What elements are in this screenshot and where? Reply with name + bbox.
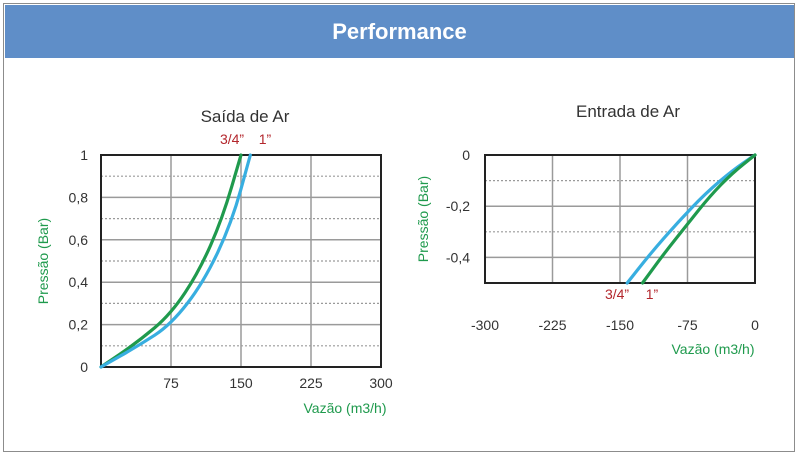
chart1-y-tick-label: 0 xyxy=(80,359,88,375)
chart1-x-tick-label: 75 xyxy=(163,375,179,391)
chart2-x-axis-label: Vazão (m3/h) xyxy=(672,341,755,357)
chart1-x-tick-label: 300 xyxy=(369,375,393,391)
chart1-y-tick-label: 0,6 xyxy=(69,232,89,248)
chart1-series-label: 1” xyxy=(259,131,272,147)
chart1-x-tick-label: 150 xyxy=(229,375,253,391)
chart1-y-tick-label: 0,8 xyxy=(69,189,89,205)
chart2-series-line xyxy=(640,153,757,285)
chart1-y-tick-label: 1 xyxy=(80,147,88,163)
chart1-x-axis-label: Vazão (m3/h) xyxy=(304,400,387,416)
chart2-x-tick-label: -75 xyxy=(677,317,697,333)
panel-frame xyxy=(3,3,795,452)
chart2-y-tick-label: -0,2 xyxy=(446,198,470,214)
chart2-x-tick-label: -150 xyxy=(606,317,634,333)
chart1-x-tick-label: 225 xyxy=(299,375,323,391)
chart2-y-tick-label: 0 xyxy=(462,147,470,163)
chart2-y-tick-label: -0,4 xyxy=(446,249,470,265)
chart1-y-axis-label: Pressão (Bar) xyxy=(35,218,51,304)
chart1-title: Saída de Ar xyxy=(201,107,290,126)
chart1-y-tick-label: 0,4 xyxy=(69,274,89,290)
chart1-series-line xyxy=(99,153,252,369)
chart2-x-tick-label: -225 xyxy=(538,317,566,333)
chart2-series-line xyxy=(625,153,757,285)
chart1-series-line xyxy=(99,153,243,369)
chart2-series-label: 1” xyxy=(646,286,659,302)
chart2-title: Entrada de Ar xyxy=(576,102,680,121)
chart2-series-label: 3/4” xyxy=(605,286,629,302)
page-title: Performance xyxy=(332,19,467,44)
chart2-x-tick-label: 0 xyxy=(751,317,759,333)
chart1-series-label: 3/4” xyxy=(220,131,244,147)
header-banner: Performance xyxy=(5,5,794,58)
chart2-x-tick-label: -300 xyxy=(471,317,499,333)
chart1-y-tick-label: 0,2 xyxy=(69,317,89,333)
chart2-plot-frame xyxy=(484,154,756,284)
chart2-y-axis-label: Pressão (Bar) xyxy=(415,176,431,262)
